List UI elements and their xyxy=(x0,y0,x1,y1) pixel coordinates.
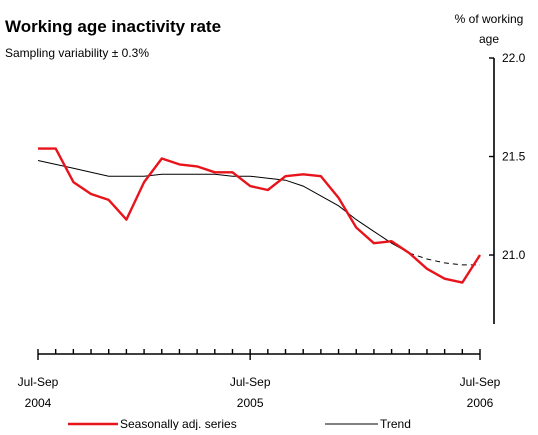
x-tick-label: 2004 xyxy=(25,396,52,410)
x-tick-label: 2006 xyxy=(467,396,494,410)
series-lines xyxy=(37,147,482,284)
y-axis: 21.0 21.5 22.0 xyxy=(489,51,526,324)
y-tick-label: 21.0 xyxy=(502,248,526,262)
chart-title: Working age inactivity rate xyxy=(5,17,221,36)
seasonally-adjusted-line xyxy=(38,147,482,284)
legend-label-seasonally-adjusted: Seasonally adj. series xyxy=(120,417,237,430)
trend-line-dashed xyxy=(409,252,480,266)
x-tick-label: 2005 xyxy=(237,396,264,410)
y-axis-label-line-2: age xyxy=(479,32,499,46)
y-tick-label: 22.0 xyxy=(502,51,526,65)
x-tick-label: Jul-Sep xyxy=(18,375,59,389)
y-tick-label: 21.5 xyxy=(502,150,526,164)
y-axis-label-line-1: % of working xyxy=(455,12,524,26)
legend-label-trend: Trend xyxy=(380,417,411,430)
trend-line xyxy=(37,160,410,254)
chart-subtitle: Sampling variability ± 0.3% xyxy=(5,46,149,60)
legend: Seasonally adj. series Trend xyxy=(68,417,411,431)
x-tick-label: Jul-Sep xyxy=(460,375,501,389)
x-tick-label: Jul-Sep xyxy=(230,375,271,389)
x-axis: Jul-Sep 2004 Jul-Sep 2005 Jul-Sep 2006 xyxy=(18,349,501,410)
